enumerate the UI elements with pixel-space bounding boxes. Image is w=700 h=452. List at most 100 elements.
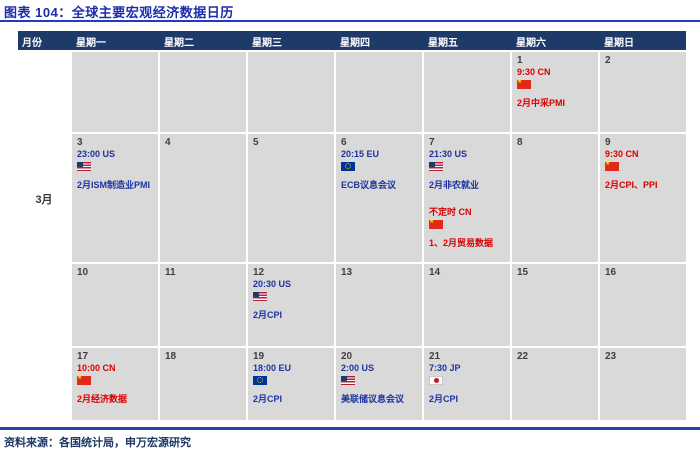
calendar-day-cell: 14 bbox=[424, 264, 510, 346]
event-time: 23:00 US bbox=[77, 149, 116, 159]
calendar-event: 9:30 CN 2月CPI、PPI bbox=[605, 149, 684, 191]
calendar-day-cell: 15 bbox=[512, 264, 598, 346]
day-number: 4 bbox=[165, 137, 171, 148]
day-number: 15 bbox=[517, 267, 529, 278]
us-flag-icon bbox=[429, 162, 443, 171]
event-label: ECB议息会议 bbox=[341, 180, 397, 190]
figure-title: 图表 104：全球主要宏观经济数据日历 bbox=[4, 5, 234, 20]
day-number: 12 bbox=[253, 267, 265, 278]
day-number: 23 bbox=[605, 351, 617, 362]
event-time: 18:00 EU bbox=[253, 363, 292, 373]
weekday-header: 星期一 bbox=[76, 38, 106, 49]
day-number: 17 bbox=[77, 351, 89, 362]
day-number: 8 bbox=[517, 137, 523, 148]
event-time: 21:30 US bbox=[429, 149, 468, 159]
calendar-event: 不定时 CN 1、2月贸易数据 bbox=[429, 207, 508, 249]
calendar-day-cell: 16 bbox=[600, 264, 686, 346]
day-number: 6 bbox=[341, 137, 347, 148]
day-number: 1 bbox=[517, 55, 523, 66]
weekday-header: 星期日 bbox=[604, 38, 634, 49]
eu-flag-icon bbox=[253, 376, 267, 385]
day-number: 20 bbox=[341, 351, 353, 362]
title-underline bbox=[0, 20, 700, 22]
weekday-header: 星期三 bbox=[252, 38, 282, 49]
event-label: 2月CPI bbox=[253, 310, 283, 320]
event-label: 2月经济数据 bbox=[77, 394, 128, 404]
event-label: 2月CPI、PPI bbox=[605, 180, 658, 190]
month-label: 3月 bbox=[35, 194, 53, 206]
event-label: 2月中采PMI bbox=[517, 98, 566, 108]
event-label: 1、2月贸易数据 bbox=[429, 238, 494, 248]
day-number: 5 bbox=[253, 137, 259, 148]
calendar-event: 20:30 US 2月CPI bbox=[253, 279, 332, 321]
cn-flag-icon bbox=[429, 218, 443, 229]
calendar-day-cell bbox=[160, 52, 246, 132]
jp-flag-icon bbox=[429, 376, 443, 385]
us-flag-icon bbox=[341, 376, 355, 385]
calendar-event: 21:30 US 2月非农就业 bbox=[429, 149, 508, 191]
weekday-header: 星期二 bbox=[164, 38, 194, 49]
weekday-header: 星期五 bbox=[428, 38, 458, 49]
calendar-table: 月份 星期一 星期二 星期三 星期四 星期五 星期六 星期日 3月 1 9:30 CN 2月中采PM… bbox=[18, 31, 686, 420]
calendar-day-cell bbox=[248, 52, 334, 132]
calendar-event: 7:30 JP 2月CPI bbox=[429, 363, 508, 405]
cn-flag-icon bbox=[77, 374, 91, 385]
calendar-day-cell: 10 bbox=[72, 264, 158, 346]
cn-flag-icon bbox=[605, 160, 619, 171]
calendar-day-cell: 18 bbox=[160, 348, 246, 420]
footer-divider bbox=[0, 427, 700, 430]
calendar-day-cell: 23 bbox=[600, 348, 686, 420]
event-label: 2月非农就业 bbox=[429, 180, 480, 190]
month-column-header: 月份 bbox=[22, 38, 42, 49]
weekday-header: 星期六 bbox=[516, 38, 546, 49]
calendar-event: 2:00 US 美联储议息会议 bbox=[341, 363, 420, 405]
calendar-header-row: 月份 星期一 星期二 星期三 星期四 星期五 星期六 星期日 bbox=[18, 31, 686, 50]
event-time: 9:30 CN bbox=[605, 149, 639, 159]
event-time: 2:00 US bbox=[341, 363, 375, 373]
calendar-day-cell: 8 bbox=[512, 134, 598, 262]
day-number: 11 bbox=[165, 267, 176, 278]
calendar-day-cell: 19 18:00 EU 2月CPI bbox=[248, 348, 334, 420]
calendar-day-cell: 5 bbox=[248, 134, 334, 262]
weekday-header: 星期四 bbox=[340, 38, 370, 49]
day-number: 7 bbox=[429, 137, 435, 148]
day-number: 22 bbox=[517, 351, 529, 362]
calendar-day-cell: 4 bbox=[160, 134, 246, 262]
event-time: 不定时 CN bbox=[429, 207, 472, 217]
calendar-day-cell: 99:30 CN 2月CPI、PPI bbox=[600, 134, 686, 262]
eu-flag-icon bbox=[341, 162, 355, 171]
day-number: 18 bbox=[165, 351, 177, 362]
calendar-day-cell: 3 23:00 US 2月ISM制造业PMI bbox=[72, 134, 158, 262]
event-label: 2月CPI bbox=[253, 394, 283, 404]
day-number: 13 bbox=[341, 267, 353, 278]
calendar-day-cell bbox=[424, 52, 510, 132]
day-number: 14 bbox=[429, 267, 441, 278]
calendar-day-cell: 22 bbox=[512, 348, 598, 420]
us-flag-icon bbox=[77, 162, 91, 171]
source-note: 资料来源：各国统计局，申万宏源研究 bbox=[4, 437, 191, 449]
calendar-day-cell bbox=[336, 52, 422, 132]
day-number: 19 bbox=[253, 351, 265, 362]
event-label: 2月CPI bbox=[429, 394, 459, 404]
day-number: 10 bbox=[77, 267, 89, 278]
calendar-day-cell: 2 bbox=[600, 52, 686, 132]
event-label: 2月ISM制造业PMI bbox=[77, 180, 151, 190]
calendar-day-cell: 12 20:30 US 2月CPI bbox=[248, 264, 334, 346]
event-time: 20:15 EU bbox=[341, 149, 380, 159]
day-number: 3 bbox=[77, 137, 83, 148]
calendar-day-cell bbox=[72, 52, 158, 132]
calendar-event: 18:00 EU 2月CPI bbox=[253, 363, 332, 405]
day-number: 16 bbox=[605, 267, 617, 278]
event-time: 7:30 JP bbox=[429, 363, 461, 373]
calendar-event: 23:00 US 2月ISM制造业PMI bbox=[77, 149, 156, 191]
event-label: 美联储议息会议 bbox=[341, 394, 405, 404]
cn-flag-icon bbox=[517, 78, 531, 89]
calendar-day-cell: 13 bbox=[336, 264, 422, 346]
calendar-event: 20:15 EU ECB议息会议 bbox=[341, 149, 420, 191]
calendar-day-cell: 20 2:00 US 美联储议息会议 bbox=[336, 348, 422, 420]
calendar-day-cell: 6 20:15 EU ECB议息会议 bbox=[336, 134, 422, 262]
